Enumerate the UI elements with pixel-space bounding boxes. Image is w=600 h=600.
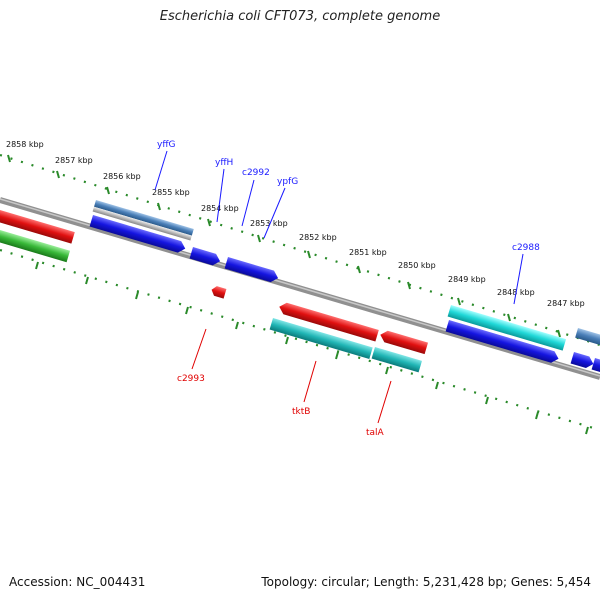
forward-inner-features <box>89 215 600 374</box>
tick-label-2856: 2856 kbp <box>103 172 141 181</box>
tick-label-2854: 2854 kbp <box>201 204 239 213</box>
tick-label-2851: 2851 kbp <box>349 248 387 257</box>
feature-blue-c2992[interactable] <box>224 257 280 284</box>
gene-label-tktB[interactable]: tktB <box>292 407 310 417</box>
reverse-gene-labels: c2993 tktB talA <box>177 328 392 438</box>
accession-text: Accession: NC_004431 <box>9 575 146 589</box>
tick-label-2853: 2853 kbp <box>250 219 288 228</box>
tick-label-2855: 2855 kbp <box>152 188 190 197</box>
forward-outer-features <box>92 200 600 351</box>
tick-label-2849: 2849 kbp <box>448 275 486 284</box>
feature-red-left[interactable] <box>0 210 75 244</box>
feature-blue-c2988[interactable] <box>445 320 561 364</box>
feature-green-left[interactable] <box>0 230 70 263</box>
gene-label-yffH[interactable]: yffH <box>215 158 233 168</box>
gene-label-yffG[interactable]: yffG <box>157 140 176 150</box>
feature-blue-e[interactable] <box>591 358 600 374</box>
tick-label-2858: 2858 kbp <box>6 140 44 149</box>
feature-teal-tktB[interactable] <box>269 318 373 360</box>
feature-red-tktB[interactable] <box>278 301 379 342</box>
tick-label-2852: 2852 kbp <box>299 233 337 242</box>
lower-tick-ruler <box>0 248 600 435</box>
upper-tick-ruler <box>0 153 600 347</box>
tick-label-2857: 2857 kbp <box>55 156 93 165</box>
feature-red-talA[interactable] <box>379 329 429 355</box>
forward-gene-labels: yffG yffH c2992 ypfG c2988 <box>154 140 540 305</box>
tick-label-2847: 2847 kbp <box>547 299 585 308</box>
feature-steel-b[interactable] <box>575 328 600 347</box>
tick-label-2850: 2850 kbp <box>398 261 436 270</box>
reverse-features <box>0 210 429 373</box>
feature-red-small[interactable] <box>210 285 227 299</box>
gene-label-talA[interactable]: talA <box>366 428 385 438</box>
gene-label-c2992[interactable]: c2992 <box>242 168 270 178</box>
feature-blue-d[interactable] <box>570 352 596 370</box>
gene-label-c2988[interactable]: c2988 <box>512 243 540 253</box>
map-title: Escherichia coli CFT073, complete genome <box>159 9 441 24</box>
feature-teal-talA[interactable] <box>371 347 422 373</box>
gene-label-c2993[interactable]: c2993 <box>177 374 205 384</box>
feature-blue-yffH[interactable] <box>189 247 222 267</box>
feature-steel-a[interactable] <box>92 200 194 241</box>
gene-label-ypfG[interactable]: ypfG <box>277 177 298 187</box>
feature-cyan-c2988[interactable] <box>447 305 567 351</box>
feature-blue-yffG[interactable] <box>89 215 187 254</box>
topology-text: Topology: circular; Length: 5,231,428 bp… <box>261 575 591 589</box>
